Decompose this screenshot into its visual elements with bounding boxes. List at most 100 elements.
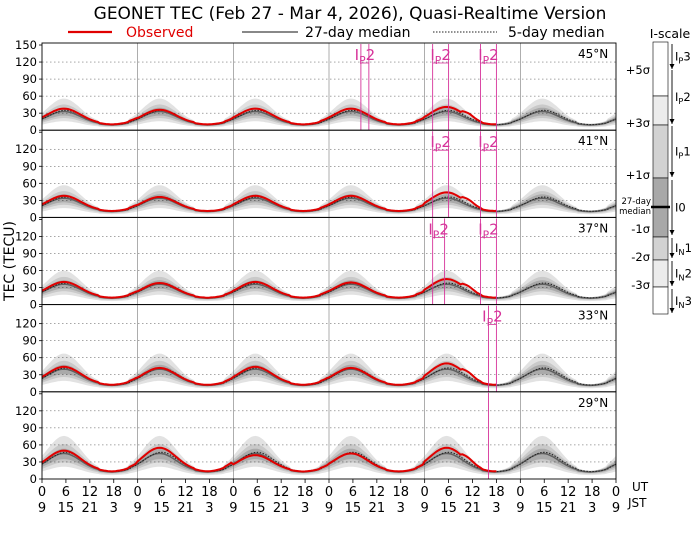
legend-27day-label: 27-day median: [305, 25, 411, 41]
x-tick-label-jst: 15: [153, 501, 170, 516]
i-scale-level: IP3: [675, 50, 691, 66]
median-5day-line: [41, 282, 617, 299]
x-tick-label-ut: 6: [540, 485, 548, 500]
x-tick-label-jst: 9: [516, 501, 524, 516]
latitude-label: 33°N: [578, 309, 608, 323]
y-tick-label: 120: [15, 229, 37, 243]
x-tick-label-ut: 12: [273, 485, 290, 500]
x-tick-label-jst: 21: [177, 501, 194, 516]
chart-title: GEONET TEC (Feb 27 - Mar 4, 2026), Quasi…: [94, 4, 607, 24]
y-tick-label: 30: [22, 106, 37, 120]
x-tick-label-ut: 12: [82, 485, 99, 500]
y-tick-label: 150: [15, 38, 37, 52]
y-tick-label: 0: [30, 472, 37, 486]
panel-2: 0 30 60 90 120 IP2 IP2 37°N: [15, 216, 617, 312]
observed-line: [41, 446, 497, 473]
x-tick-label-jst: 9: [325, 501, 333, 516]
median-label: median: [619, 207, 651, 217]
x-tick-label-ut: 0: [134, 485, 142, 500]
i-scale-arrowhead: [669, 253, 675, 258]
x-tick-label-ut: 18: [584, 485, 601, 500]
sigma-label: -1σ: [631, 222, 650, 236]
x-tick-label-ut: 6: [253, 485, 261, 500]
sigma-label: -3σ: [631, 278, 650, 292]
y-tick-label: 120: [15, 404, 37, 418]
x-tick-label-jst: 15: [58, 501, 75, 516]
panel-0: 0 30 60 90 120 150 IP2 IP2 IP2 45°N: [15, 38, 617, 137]
event-label: IP2: [428, 220, 449, 241]
y-axis-label: TEC (TECU): [2, 221, 18, 302]
x-tick-label-ut: 0: [516, 485, 524, 500]
sigma-label: +3σ: [626, 116, 650, 130]
event-label: IP2: [478, 220, 499, 241]
x-tick-label-jst: 21: [273, 501, 290, 516]
y-tick-label: 0: [30, 385, 37, 399]
median-5day-line: [41, 196, 617, 212]
event-label: IP2: [430, 46, 451, 67]
x-axis: 0961512211830961512211830961512211830961…: [38, 479, 662, 535]
ut-label: UT: [632, 480, 649, 494]
x-tick-label-jst: 21: [464, 501, 481, 516]
panel-1: 0 30 60 90 120 IP2 IP2 41°N: [15, 129, 617, 224]
x-tick-label-ut: 18: [105, 485, 122, 500]
panel-4: 0 30 60 90 120 29°N: [15, 391, 617, 486]
y-tick-label: 60: [22, 176, 37, 190]
i-scale-arrowhead: [669, 64, 675, 69]
i-scale-arrowhead: [669, 172, 675, 177]
i-scale-level: IP2: [675, 90, 691, 106]
jst-label: JST: [627, 496, 647, 510]
x-tick-label-ut: 12: [560, 485, 577, 500]
x-tick-label-ut: 18: [297, 485, 314, 500]
x-tick-label-jst: 21: [369, 501, 386, 516]
i-scale-level: IN1: [675, 241, 692, 257]
legend: Observed 27-day median 5-day median: [68, 25, 605, 41]
y-tick-label: 60: [22, 438, 37, 452]
y-tick-label: 30: [22, 455, 37, 469]
x-tick-label-jst: 9: [612, 501, 620, 516]
y-tick-label: 120: [15, 142, 37, 156]
i-scale-segment: [652, 124, 669, 179]
x-tick-label-jst: 3: [301, 501, 309, 516]
x-tick-label-jst: 21: [560, 501, 577, 516]
x-tick-label-ut: 6: [157, 485, 165, 500]
x-tick-label-jst: 9: [134, 501, 142, 516]
x-tick-label-jst: 15: [345, 501, 362, 516]
observed-line: [41, 277, 497, 299]
x-tick-label-ut: 18: [201, 485, 218, 500]
y-tick-label: 90: [22, 246, 37, 260]
i-scale-arrowhead: [669, 230, 675, 235]
sigma-label: -2σ: [631, 250, 650, 264]
event-label: IP2: [478, 46, 499, 67]
median-5day-line: [41, 367, 617, 386]
observed-line: [41, 362, 497, 386]
legend-5day-label: 5-day median: [508, 25, 605, 41]
panels: 0 30 60 90 120 150 IP2 IP2 IP2 45°N 0 30 60 90 120 IP2 I…: [15, 38, 617, 486]
x-tick-label-ut: 12: [464, 485, 481, 500]
x-tick-label-jst: 9: [38, 501, 46, 516]
observed-line: [41, 191, 497, 213]
i-scale-segment: [652, 259, 669, 288]
i-scale-level: IP1: [675, 145, 691, 161]
x-tick-label-ut: 12: [177, 485, 194, 500]
panel-3: 0 30 60 90 120 IP2 33°N: [15, 304, 617, 399]
i-scale-arrowhead: [669, 281, 675, 286]
y-tick-label: 90: [22, 72, 37, 86]
x-tick-label-ut: 0: [421, 485, 429, 500]
i-scale-segment: [652, 236, 669, 261]
observed-line: [41, 105, 497, 126]
y-tick-label: 90: [22, 421, 37, 435]
x-tick-label-ut: 6: [349, 485, 357, 500]
median-5day-line: [41, 109, 617, 126]
latitude-label: 37°N: [578, 221, 608, 235]
median-label: 27-day: [621, 197, 651, 207]
sigma-label: +1σ: [626, 168, 650, 182]
x-tick-label-ut: 6: [62, 485, 70, 500]
y-tick-label: 30: [22, 193, 37, 207]
i-scale-segment: [652, 41, 669, 97]
y-tick-label: 90: [22, 334, 37, 348]
x-tick-label-jst: 3: [110, 501, 118, 516]
i-scale-arrowhead: [669, 119, 675, 124]
x-tick-label-ut: 0: [325, 485, 333, 500]
